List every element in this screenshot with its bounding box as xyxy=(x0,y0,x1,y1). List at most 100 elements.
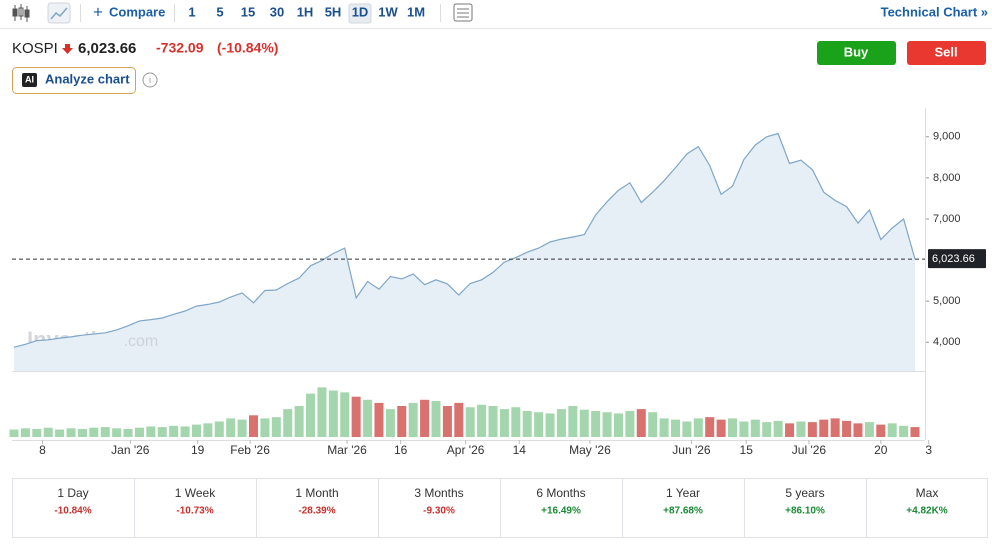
volume-bar xyxy=(66,428,76,437)
volume-bar xyxy=(705,417,715,437)
performance-period[interactable]: 1 Month xyxy=(295,486,338,500)
volume-bar xyxy=(283,409,293,437)
interval-button[interactable]: 1W xyxy=(378,4,398,19)
volume-bar xyxy=(214,421,224,437)
volume-bar xyxy=(602,412,612,437)
ai-badge-text: AI xyxy=(25,74,34,84)
plus-icon[interactable]: + xyxy=(93,2,103,21)
performance-period[interactable]: 3 Months xyxy=(414,486,463,500)
volume-bar xyxy=(317,387,327,437)
performance-change: +4.82K% xyxy=(906,506,948,517)
volume-bar xyxy=(613,413,623,437)
x-tick-label: 14 xyxy=(513,443,527,457)
y-tick-label: 8,000 xyxy=(933,172,961,184)
volume-bar xyxy=(328,390,338,437)
interval-button[interactable]: 1D xyxy=(352,4,369,19)
technical-chart-link[interactable]: Technical Chart » xyxy=(881,4,988,19)
interval-button[interactable]: 5H xyxy=(325,4,342,19)
volume-bar xyxy=(385,409,395,437)
volume-bar xyxy=(454,402,464,437)
volume-bar xyxy=(271,417,281,437)
interval-button[interactable]: 5 xyxy=(216,4,223,19)
price: 6,023.66 xyxy=(78,40,136,57)
info-icon-glyph: i xyxy=(149,75,151,85)
volume-bar xyxy=(579,409,589,437)
volume-bar xyxy=(511,407,521,437)
ai-badge xyxy=(22,73,37,87)
y-tick-label: 9,000 xyxy=(933,131,961,143)
performance-change: +87.68% xyxy=(663,506,703,517)
performance-change: -28.39% xyxy=(298,506,335,517)
volume-bar xyxy=(499,409,509,437)
volume-bar xyxy=(534,412,544,437)
sell-button[interactable] xyxy=(907,41,986,65)
interval-button[interactable]: 30 xyxy=(270,4,284,19)
volume-bar xyxy=(762,422,772,437)
compare-button[interactable]: Compare xyxy=(109,4,165,19)
volume-bar xyxy=(112,428,122,437)
volume-bar xyxy=(32,428,42,437)
volume-bar xyxy=(477,404,487,437)
volume-bar xyxy=(374,402,384,437)
performance-period[interactable]: Max xyxy=(916,486,939,500)
interval-button[interactable]: 1M xyxy=(407,4,425,19)
x-tick-label: Jul '26 xyxy=(792,443,827,457)
volume-bar xyxy=(545,413,555,437)
volume-bar xyxy=(842,420,852,437)
volume-bar xyxy=(796,421,806,437)
analyze-button[interactable] xyxy=(12,67,136,94)
volume-bar xyxy=(203,423,213,437)
settings-icon[interactable] xyxy=(453,3,473,22)
performance-period[interactable]: 1 Day xyxy=(57,486,88,500)
buy-label[interactable]: Buy xyxy=(844,44,869,59)
intervals: 1 5 15 30 1H 5H 1D 1W 1M xyxy=(188,3,425,24)
performance-period[interactable]: 6 Months xyxy=(536,486,585,500)
x-tick-label: 16 xyxy=(394,443,408,457)
volume-bar xyxy=(134,427,144,437)
watermark-suffix: .com xyxy=(124,333,159,350)
x-tick-label: Jan '26 xyxy=(111,443,150,457)
x-tick-label: 15 xyxy=(740,443,754,457)
volume-bar xyxy=(728,418,738,437)
volume-bar xyxy=(237,419,247,437)
interval-button[interactable]: 1H xyxy=(297,4,314,19)
volume-bar xyxy=(488,406,498,437)
x-tick-label: May '26 xyxy=(569,443,611,457)
volume-bar xyxy=(420,399,430,437)
volume-bar xyxy=(819,419,829,437)
y-tick-label: 5,000 xyxy=(933,295,961,307)
price-area xyxy=(14,133,915,371)
volume-bar xyxy=(465,407,475,437)
volume-bar xyxy=(249,415,259,437)
performance-change: -10.84% xyxy=(54,506,91,517)
performance-period[interactable]: 5 years xyxy=(785,486,824,500)
volume-bar xyxy=(306,393,316,437)
symbol: KOSPI xyxy=(12,40,58,57)
buy-button[interactable] xyxy=(817,41,896,65)
volume-bar xyxy=(887,423,897,437)
volume-bar xyxy=(693,418,703,437)
volume-bar xyxy=(55,429,65,437)
interval-button[interactable]: 15 xyxy=(241,4,255,19)
volume-bar xyxy=(625,410,635,437)
x-tick-label: Apr '26 xyxy=(447,443,485,457)
sell-label[interactable]: Sell xyxy=(934,44,957,59)
performance-period[interactable]: 1 Year xyxy=(666,486,700,500)
analyze-label[interactable]: Analyze chart xyxy=(45,71,130,86)
volume-bar xyxy=(636,409,646,437)
line-icon[interactable] xyxy=(47,2,71,24)
candle-icon[interactable] xyxy=(12,4,30,22)
volume-bar xyxy=(157,427,167,437)
active-interval-bg xyxy=(348,3,372,24)
performance-period[interactable]: 1 Week xyxy=(175,486,216,500)
performance-change: +86.10% xyxy=(785,506,825,517)
interval-button[interactable]: 1 xyxy=(188,4,195,19)
volume-bar xyxy=(853,423,863,437)
volume-bar xyxy=(670,419,680,437)
volume-bar xyxy=(591,410,601,437)
x-tick-label: Mar '26 xyxy=(327,443,367,457)
info-icon[interactable] xyxy=(142,72,158,88)
volume-bar xyxy=(180,426,190,437)
volume-bar xyxy=(43,427,53,437)
